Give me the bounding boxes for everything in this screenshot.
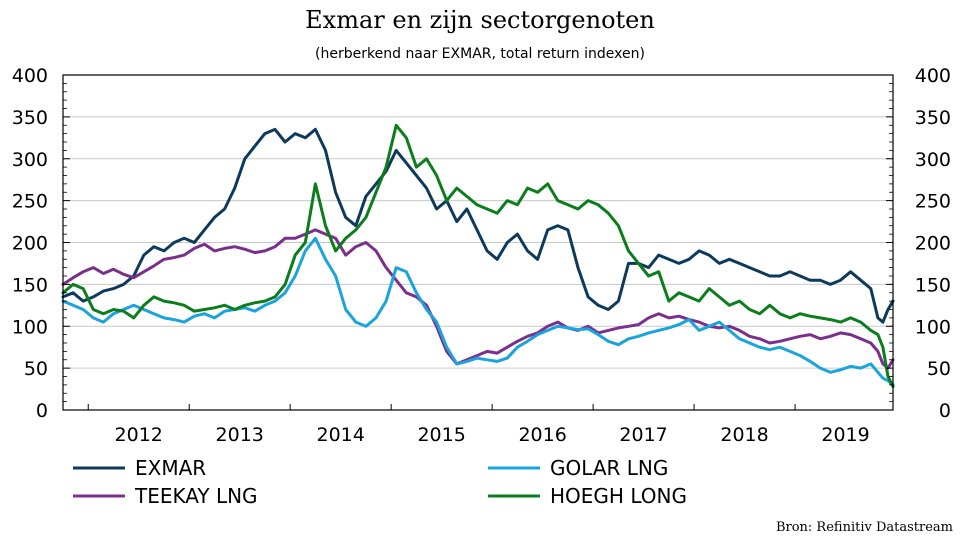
y-tick-label-right: 200: [915, 233, 951, 255]
series-line-golar-lng: [61, 236, 895, 387]
legend-label-teekay-lng: TEEKAY LNG: [134, 484, 258, 508]
y-tick-label-right: 300: [915, 149, 951, 171]
y-tick-label-left: 200: [12, 233, 48, 255]
legend-label-hoegh-long: HOEGH LONG: [550, 484, 687, 508]
y-tick-label-right: 0: [939, 400, 951, 422]
y-tick-label-left: 100: [12, 316, 48, 338]
legend: EXMAR GOLAR LNG TEEKAY LNG HOEGH LONG: [73, 456, 687, 508]
series-line-teekay-lng: [61, 228, 895, 370]
y-tick-label-left: 250: [12, 191, 48, 213]
y-tick-label-right: 350: [915, 107, 951, 129]
y-tick-label-left: 150: [12, 274, 48, 296]
x-tick-label: 2019: [821, 424, 869, 446]
source-note: Bron: Refinitiv Datastream: [776, 520, 953, 535]
x-tick-label: 2016: [518, 424, 566, 446]
series-line-hoegh-long: [61, 123, 895, 389]
y-tick-label-right: 150: [915, 274, 951, 296]
y-tick-label-left: 350: [12, 107, 48, 129]
x-tick-label: 2018: [720, 424, 768, 446]
x-tick-label: 2013: [216, 424, 264, 446]
legend-label-exmar: EXMAR: [135, 456, 206, 480]
y-tick-label-left: 300: [12, 149, 48, 171]
y-tick-label-left: 400: [12, 65, 48, 87]
x-tick-label: 2015: [417, 424, 465, 446]
y-tick-label-right: 250: [915, 191, 951, 213]
x-tick-label: 2012: [115, 424, 163, 446]
series-line-exmar: [61, 127, 895, 324]
y-tick-label-right: 400: [915, 65, 951, 87]
x-tick-label: 2017: [619, 424, 667, 446]
y-tick-label-right: 100: [915, 316, 951, 338]
x-tick-label: 2014: [316, 424, 364, 446]
y-tick-label-left: 0: [36, 400, 48, 422]
grid: [63, 116, 893, 369]
y-tick-label-left: 50: [24, 358, 48, 380]
chart-title: Exmar en zijn sectorgenoten: [305, 6, 655, 34]
axes: 0 0 50 50 100 100 150 150 200 200 250 250 300 300 350 3…: [12, 65, 951, 446]
series-layer: [61, 123, 895, 389]
legend-label-golar-lng: GOLAR LNG: [550, 456, 668, 480]
chart-subtitle: (herberkend naar EXMAR, total return ind…: [315, 46, 645, 62]
y-tick-label-right: 50: [927, 358, 951, 380]
